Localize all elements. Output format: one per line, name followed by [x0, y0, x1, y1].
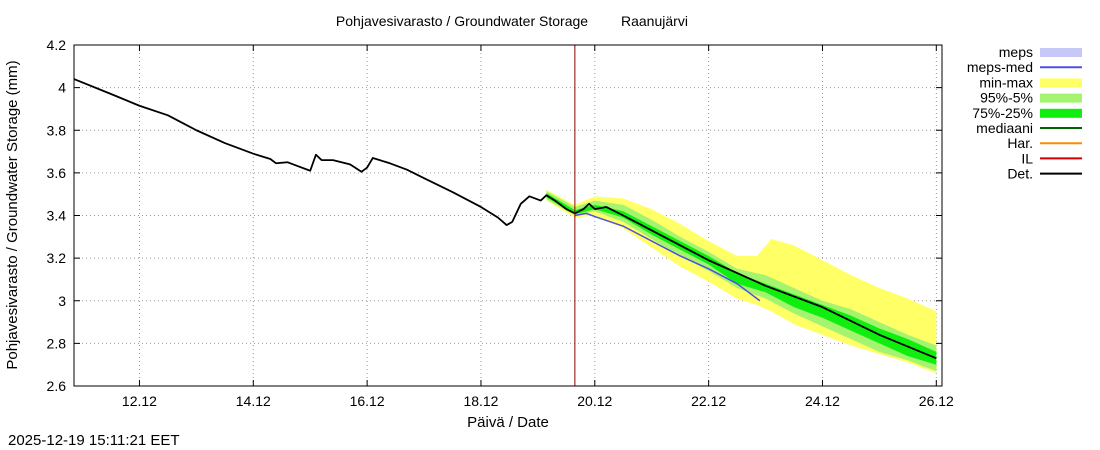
- y-tick-label: 3.8: [47, 122, 67, 138]
- legend-label: min-max: [979, 74, 1033, 90]
- forecast-bands: [546, 189, 937, 374]
- y-tick-label: 4.2: [47, 37, 67, 53]
- x-tick-label: 26.12: [919, 393, 954, 409]
- legend-label: meps: [999, 44, 1033, 60]
- legend-label: IL: [1021, 150, 1033, 166]
- y-tick-label: 2.8: [47, 335, 67, 351]
- x-tick-label: 12.12: [122, 393, 157, 409]
- y-axis-label: Pohjavesivarasto / Groundwater Storage (…: [4, 60, 21, 369]
- x-tick-label: 16.12: [350, 393, 385, 409]
- y-tick-label: 2.6: [47, 378, 67, 394]
- legend-label: mediaani: [976, 120, 1033, 136]
- grid: [74, 45, 942, 386]
- x-axis-ticks: 12.12 14.12 16.12 18.12 20.12 22.12 24.12 26.12: [122, 45, 954, 409]
- x-tick-label: 20.12: [577, 393, 612, 409]
- legend-label: 95%-5%: [980, 90, 1033, 106]
- band-75%-25%: [546, 193, 937, 365]
- timestamp: 2025-12-19 15:11:21 EET: [8, 432, 180, 449]
- series-meps-med: [574, 212, 761, 302]
- legend-swatch: [1040, 108, 1082, 118]
- y-tick-label: 3: [58, 293, 66, 309]
- y-tick-label: 4: [58, 80, 66, 96]
- y-tick-label: 3.2: [47, 250, 67, 266]
- legend-label: Det.: [1007, 166, 1033, 182]
- chart-title: Pohjavesivarasto / Groundwater Storage: [336, 13, 588, 29]
- station-name: Raanujärvi: [621, 13, 688, 29]
- x-tick-label: 22.12: [691, 393, 726, 409]
- x-tick-label: 24.12: [805, 393, 840, 409]
- x-axis-label: Päivä / Date: [467, 414, 549, 431]
- x-tick-label: 14.12: [236, 393, 271, 409]
- legend-label: Har.: [1007, 135, 1033, 151]
- legend: mepsmeps-medmin-max95%-5%75%-25%mediaani…: [967, 44, 1082, 182]
- legend-swatch: [1040, 93, 1082, 103]
- series-lines: [73, 78, 937, 360]
- y-tick-label: 3.6: [47, 165, 67, 181]
- series-Det.: [73, 78, 937, 360]
- legend-swatch: [1040, 48, 1082, 57]
- y-tick-label: 3.4: [47, 208, 67, 224]
- legend-swatch: [1040, 78, 1082, 88]
- y-axis-ticks: 2.6 2.8 3 3.2 3.4 3.6 3.8 4 4.2: [47, 37, 942, 394]
- legend-label: meps-med: [967, 59, 1033, 75]
- plot-frame: [73, 44, 943, 387]
- x-tick-label: 18.12: [463, 393, 498, 409]
- legend-label: 75%-25%: [972, 105, 1033, 121]
